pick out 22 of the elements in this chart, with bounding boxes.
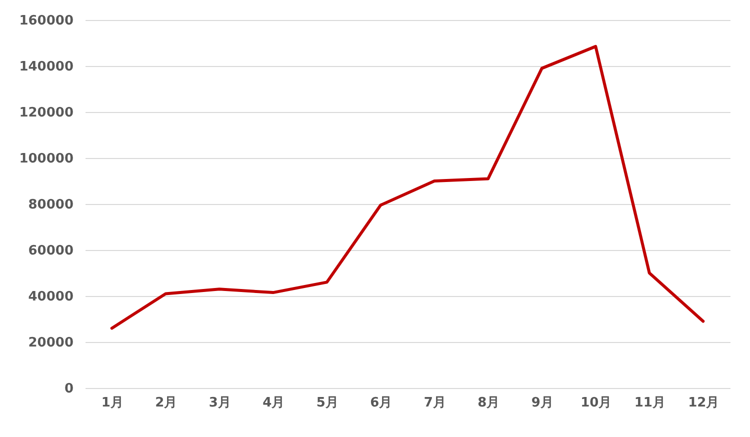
x-tick-label: 9月	[531, 396, 554, 410]
x-tick-label: 8月	[478, 396, 500, 410]
y-tick-label: 40000	[28, 290, 74, 304]
y-tick-label: 60000	[28, 244, 74, 258]
y-tick-label: 100000	[19, 152, 74, 166]
x-tick-label: 6月	[370, 396, 392, 410]
x-tick-label: 5月	[316, 396, 338, 410]
line-series	[110, 44, 705, 330]
x-tick-label: 10月	[580, 396, 612, 410]
y-tick-label: 0	[64, 382, 74, 396]
y-tick-label: 20000	[28, 336, 74, 350]
y-tick-label: 160000	[19, 14, 74, 28]
x-tick-label: 4月	[262, 396, 285, 410]
x-tick-label: 11月	[634, 396, 666, 410]
x-tick-label: 3月	[208, 396, 231, 410]
y-tick-label: 120000	[19, 106, 74, 120]
y-tick-label: 80000	[28, 198, 74, 212]
x-tick-label: 2月	[155, 396, 178, 410]
x-tick-label: 7月	[424, 396, 446, 410]
x-tick-label: 1月	[101, 396, 124, 410]
x-tick-label: 12月	[688, 396, 720, 410]
y-tick-label: 140000	[19, 60, 74, 74]
